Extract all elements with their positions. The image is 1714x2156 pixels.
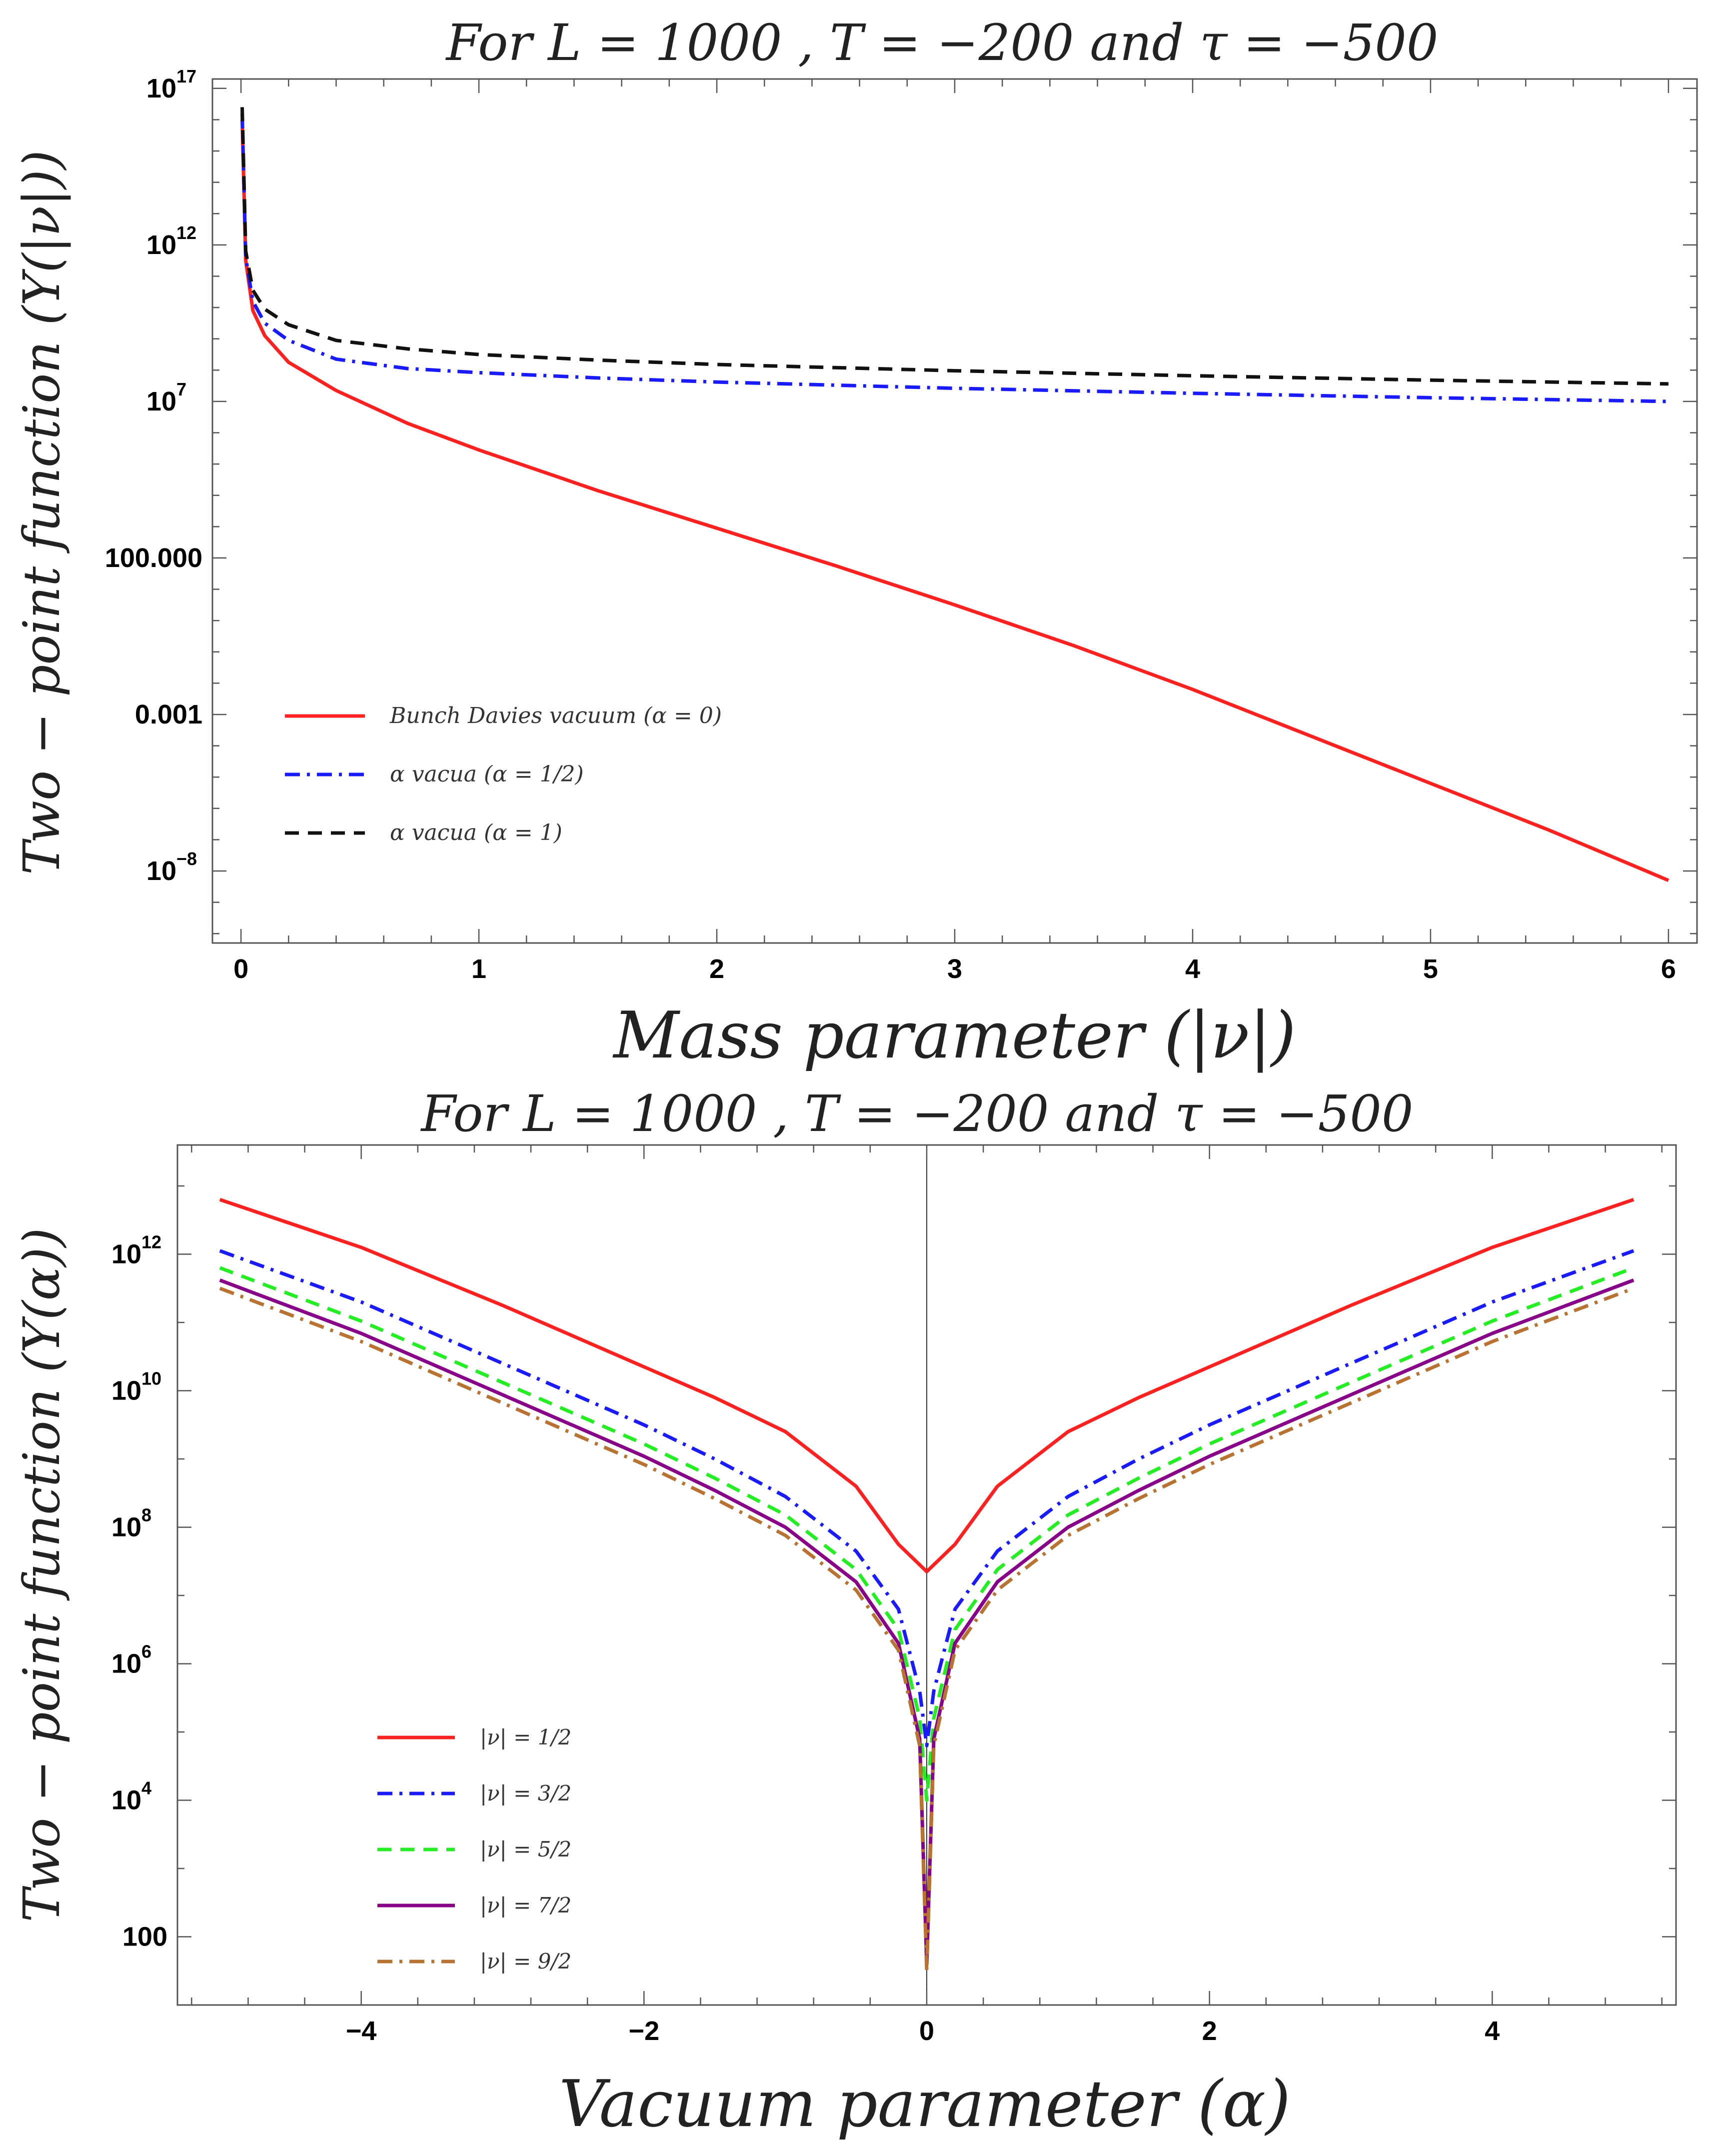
x-tick-label: 5 [1423,954,1438,984]
y-tick-label: 10 [111,1239,141,1269]
x-tick-label: 2 [709,954,724,984]
series-line-1 [240,113,1669,404]
bottom-x-axis-label: Vacuum parameter (α) [559,2067,1291,2142]
legend-label: α vacua (α = 1/2) [390,762,584,787]
x-tick-label: 4 [1485,2016,1500,2046]
y-tick-label: 100.000 [105,543,202,573]
y-tick-exponent: 10 [141,1368,161,1388]
y-tick-label: 10 [146,230,176,260]
legend-label: Bunch Davies vacuum (α = 0) [389,703,722,728]
bottom-y-axis-label: Two − point function (Y(α)) [12,1228,71,1922]
x-tick-label: −2 [629,2016,660,2046]
top-x-axis-label: Mass parameter (|ν|) [612,998,1296,1073]
top-y-axis-label: Two − point function (Y(|ν|)) [12,150,71,875]
legend-label: |ν| = 5/2 [480,1837,571,1862]
legend-label: |ν| = 1/2 [480,1725,571,1750]
x-tick-label: 1 [471,954,486,984]
y-tick-label: 10 [146,856,176,886]
series-line-0 [219,1198,1635,1574]
top-chart-title: For L = 1000 , T = −200 and τ = −500 [445,14,1438,72]
y-tick-label: 10 [111,1648,141,1678]
series-line-1 [219,1249,1635,1748]
x-tick-label: 4 [1185,954,1200,984]
y-tick-label: 0.001 [135,700,202,730]
series-line-2 [219,1266,1635,1802]
y-tick-exponent: 12 [141,1232,161,1252]
x-tick-label: 2 [1202,2016,1217,2046]
legend-label: α vacua (α = 1) [390,820,562,846]
y-tick-label: 10 [111,1376,141,1406]
y-tick-exponent: 4 [141,1778,151,1798]
x-tick-label: 3 [947,954,962,984]
y-tick-exponent: 12 [176,222,196,243]
y-tick-exponent: 17 [176,66,196,86]
bottom-chart-title: For L = 1000 , T = −200 and τ = −500 [420,1084,1413,1143]
y-tick-exponent: 7 [176,379,186,400]
y-tick-exponent: −8 [176,848,197,869]
y-tick-label: 10 [111,1512,141,1542]
x-tick-label: 0 [919,2016,934,2046]
y-tick-label: 10 [146,74,176,104]
series-line-0 [240,120,1670,882]
x-tick-label: 6 [1661,954,1676,984]
series-line-2 [240,107,1669,386]
series-line-4 [219,1286,1635,1973]
y-tick-label: 10 [111,1785,141,1815]
legend-label: |ν| = 9/2 [480,1949,571,1974]
y-tick-exponent: 8 [141,1504,151,1525]
y-tick-exponent: 6 [141,1641,151,1662]
x-tick-label: −4 [346,2016,377,2046]
bottom-chart: For L = 1000 , T = −200 and τ = −500 −4 −… [12,1084,1677,2142]
top-plot-frame [211,78,1698,944]
x-tick-label: 0 [233,954,248,984]
legend-label: |ν| = 3/2 [480,1781,571,1806]
legend-label: |ν| = 7/2 [480,1893,571,1918]
y-tick-label: 100 [122,1922,167,1952]
y-tick-label: 10 [146,386,176,416]
